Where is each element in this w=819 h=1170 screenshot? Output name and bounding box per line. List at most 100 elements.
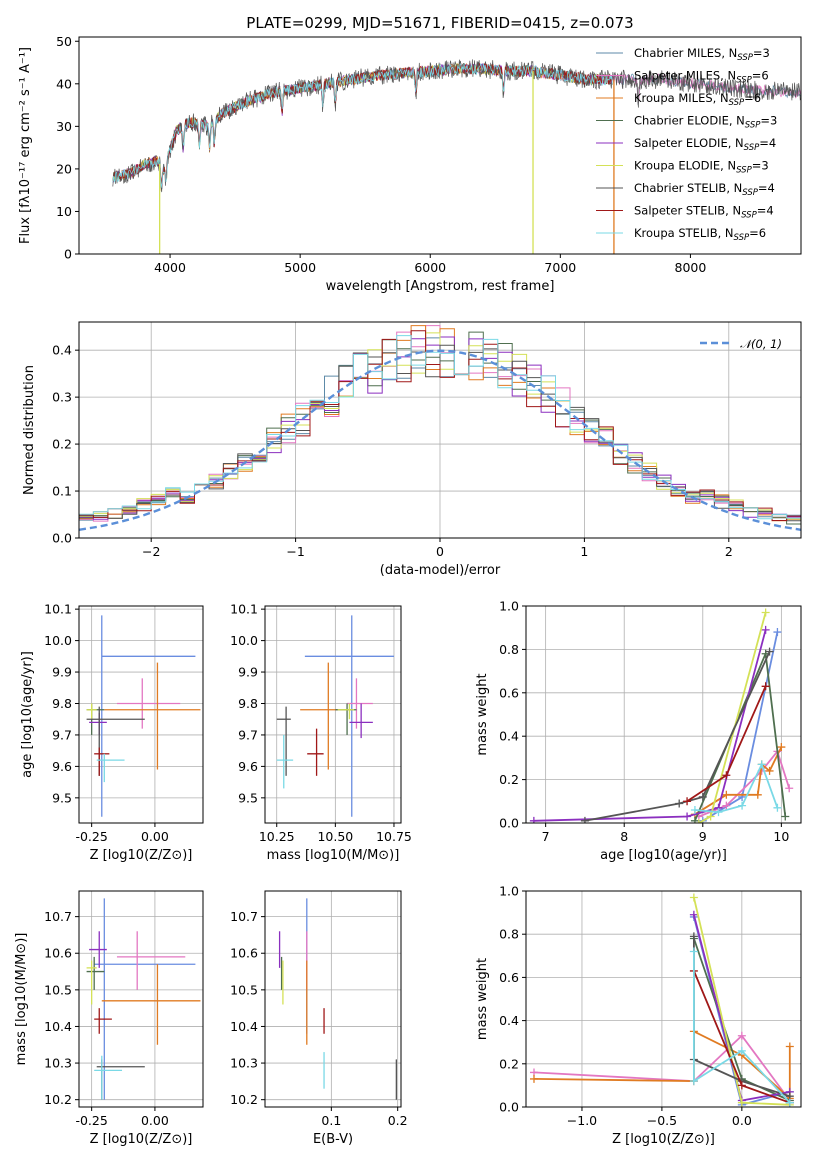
x-tick-label: 2 xyxy=(725,544,733,559)
histograms xyxy=(79,325,801,531)
plot-frame xyxy=(78,36,802,255)
x-tick-label: 10 xyxy=(773,829,789,844)
y-tick-label: 0.8 xyxy=(499,642,519,657)
normal-curve xyxy=(79,349,801,531)
y-tick-label: 0.6 xyxy=(499,685,519,700)
x-tick-label: 4000 xyxy=(154,260,186,275)
y-tick-label: 9.8 xyxy=(52,696,72,711)
weight-marker xyxy=(761,625,770,634)
weight-marker xyxy=(689,1077,698,1086)
x-tick-label: -0.25 xyxy=(75,1113,107,1128)
x-tick-label: 0.1 xyxy=(321,1113,341,1128)
weight-marker xyxy=(737,1031,746,1040)
error-bars xyxy=(278,898,398,1100)
weight-marker xyxy=(777,743,786,752)
x-tick-label: −2 xyxy=(142,544,160,559)
residual-histogram xyxy=(79,330,801,524)
y-tick-label: 9.6 xyxy=(238,759,258,774)
legend-label: Chabrier STELIB, NSSP=4 xyxy=(634,181,775,198)
x-tick-label: 9 xyxy=(699,829,707,844)
age_vs_mass-panel: 10.25 10.50 10.75 9.5 9.6 9.7 9.8 9.9 10.0 10.1 ma… xyxy=(230,602,412,863)
legend-label: 𝒩(0, 1) xyxy=(740,337,782,351)
x-tick-label: 5000 xyxy=(284,260,316,275)
weight_vs_age-panel: 7 8 9 10 0.0 0.2 0.4 0.6 0.8 1.0 age [log10(age/yr… xyxy=(475,599,802,863)
residual-histogram xyxy=(79,325,801,526)
weight-series-line xyxy=(698,612,767,823)
y-tick-label: 10.2 xyxy=(44,1092,72,1107)
weight-marker xyxy=(722,771,731,780)
x-tick-label: −1 xyxy=(286,544,304,559)
weight-marker xyxy=(714,808,723,817)
residual-histogram xyxy=(79,332,801,520)
weight-marker xyxy=(781,812,790,821)
mass_vs_ebv-panel: 0.1 0.2 10.2 10.3 10.4 10.5 10.6 10.7 E(B-V) xyxy=(230,890,408,1147)
y-tick-label: 0.0 xyxy=(52,531,72,546)
y-tick-label: 0.4 xyxy=(52,343,72,358)
mass_vs_Z-panel: -0.25 0.00 10.2 10.3 10.4 10.5 10.6 10.7 Z [log1… xyxy=(14,890,204,1147)
weight-marker xyxy=(689,947,698,956)
legend-label: Chabrier ELODIE, NSSP=3 xyxy=(634,114,777,131)
residual-histogram xyxy=(79,336,801,522)
y-axis-label: mass weight xyxy=(475,958,490,1040)
legend-label: Salpeter MILES, NSSP=6 xyxy=(634,69,769,86)
y-tick-label: 0 xyxy=(64,247,72,262)
y-tick-label: 0.8 xyxy=(499,927,519,942)
weight-marker xyxy=(689,910,698,919)
y-tick-label: 10.6 xyxy=(230,946,258,961)
weight-marker xyxy=(529,1074,538,1083)
weight-marker xyxy=(694,819,703,823)
y-tick-label: 0.0 xyxy=(499,816,519,831)
weight-marker xyxy=(683,797,692,806)
x-tick-label: 10.25 xyxy=(259,829,295,844)
weight-series-line xyxy=(533,629,767,822)
weight-lines xyxy=(529,608,794,823)
plot-frame xyxy=(264,890,402,1108)
y-tick-label: 9.6 xyxy=(52,759,72,774)
plot-frame xyxy=(78,890,204,1108)
residual-histogram xyxy=(79,335,801,522)
y-tick-label: 0.2 xyxy=(499,772,519,787)
x-tick-label: 7000 xyxy=(544,260,576,275)
weight-marker xyxy=(722,790,731,799)
residual-histogram xyxy=(79,331,801,525)
weight-series-line xyxy=(693,951,791,1104)
y-tick-label: 50 xyxy=(56,34,72,49)
y-axis-label: age [log10(age/yr)] xyxy=(20,651,35,778)
y-tick-label: 20 xyxy=(56,161,72,176)
y-tick-label: 0.4 xyxy=(499,729,519,744)
weight_vs_Z-panel: −1.0 −0.5 0.0 0.0 0.2 0.4 0.6 0.8 1.0 Z [log10(Z/… xyxy=(475,884,802,1147)
y-axis-label: mass [log10(M/M⊙)] xyxy=(14,933,29,1066)
y-tick-label: 10.0 xyxy=(44,633,72,648)
weight-marker xyxy=(765,766,774,775)
x-tick-label: 0 xyxy=(436,544,444,559)
y-tick-label: 0.2 xyxy=(499,1056,519,1071)
y-tick-label: 0.2 xyxy=(52,437,72,452)
x-axis-label: E(B-V) xyxy=(313,1132,353,1147)
spectrum-series-line xyxy=(112,63,613,188)
weight-marker xyxy=(757,760,766,769)
weight-marker xyxy=(785,1098,794,1107)
x-tick-label: 0.00 xyxy=(141,1113,169,1128)
plot-frame xyxy=(264,605,402,824)
weight-marker xyxy=(689,893,698,902)
weight-marker xyxy=(737,1081,746,1090)
legend-label: Kroupa MILES, NSSP=6 xyxy=(634,91,761,108)
x-tick-label: 0.2 xyxy=(388,1113,408,1128)
y-tick-label: 10.3 xyxy=(230,1056,258,1071)
legend-label: Kroupa STELIB, NSSP=6 xyxy=(634,226,766,243)
y-tick-label: 10.1 xyxy=(230,602,258,617)
weight-marker xyxy=(690,805,699,814)
x-tick-label: -0.25 xyxy=(75,829,107,844)
y-tick-label: 0.3 xyxy=(52,390,72,405)
weight-marker xyxy=(738,801,747,810)
error-bars xyxy=(86,898,201,1100)
weight-marker xyxy=(737,1098,746,1107)
weight-marker xyxy=(773,628,782,637)
y-axis-label: Flux [fλ10⁻¹⁷ erg cm⁻² s⁻¹ A⁻¹] xyxy=(18,47,33,244)
x-axis-label: wavelength [Angstrom, rest frame] xyxy=(326,279,555,294)
weight-marker xyxy=(698,792,707,801)
x-tick-label: 1 xyxy=(580,544,588,559)
plot-frame xyxy=(525,605,802,824)
y-axis-label: mass weight xyxy=(475,673,490,755)
y-tick-label: 9.7 xyxy=(238,727,258,742)
